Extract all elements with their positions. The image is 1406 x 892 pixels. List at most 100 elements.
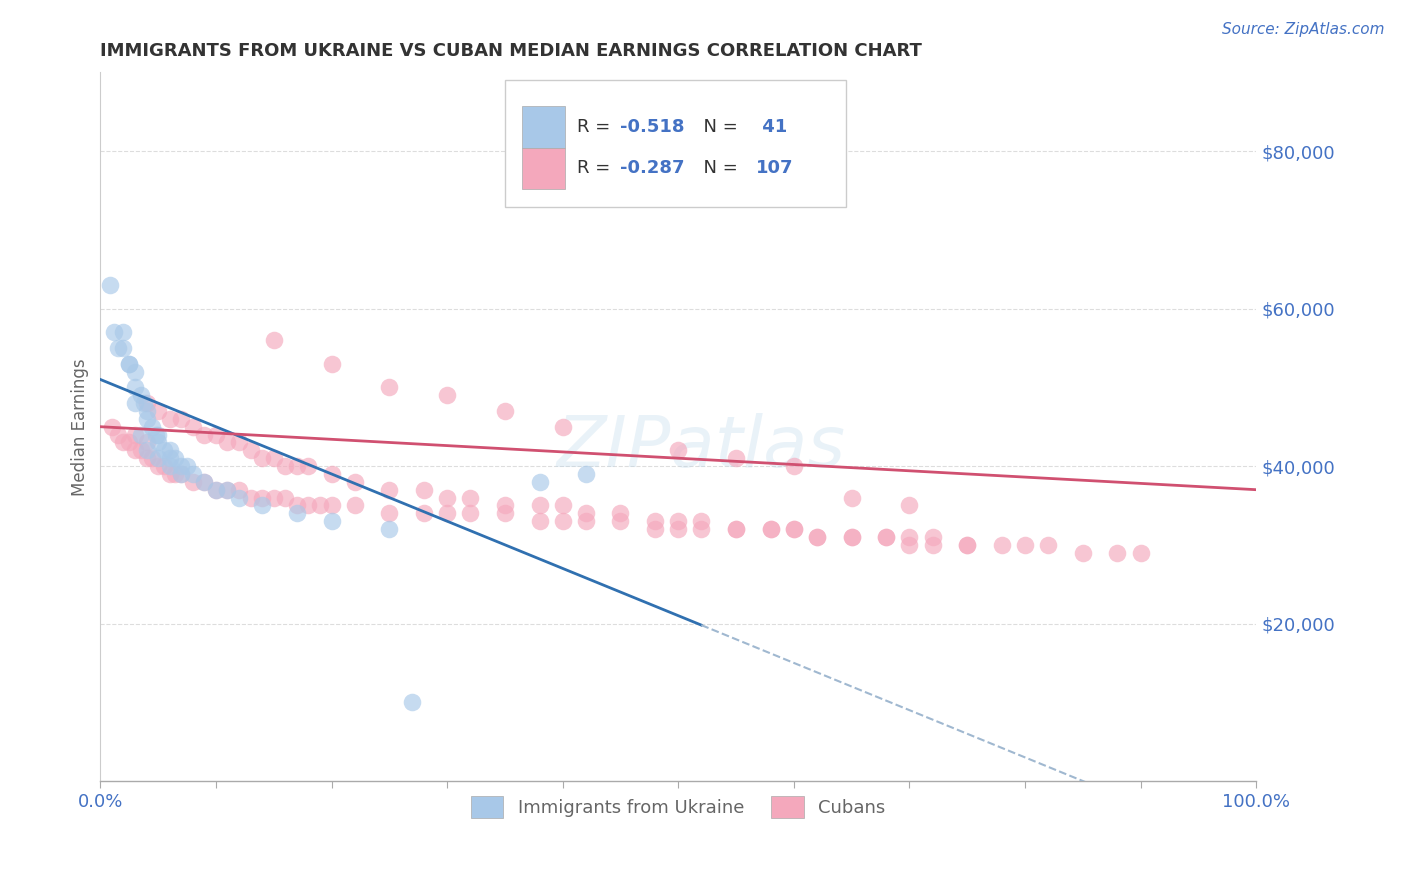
Text: 41: 41 [755, 119, 787, 136]
Point [239, 491, 262, 505]
Point [321, 467, 343, 481]
Point [551, 514, 574, 528]
Text: R =: R = [576, 160, 616, 178]
Point [841, 530, 863, 544]
Text: R =: R = [576, 119, 616, 136]
Point [112, 435, 135, 450]
Point [135, 396, 157, 410]
Point [205, 483, 228, 497]
FancyBboxPatch shape [522, 106, 565, 148]
Point [529, 499, 551, 513]
Point [124, 380, 146, 394]
Point [181, 475, 204, 489]
Point [118, 357, 141, 371]
Point [378, 483, 401, 497]
Point [135, 451, 157, 466]
Text: N =: N = [692, 160, 744, 178]
Point [263, 491, 285, 505]
Point [724, 522, 747, 536]
Point [644, 522, 666, 536]
Point [321, 357, 343, 371]
Text: ZIPatlas: ZIPatlas [557, 414, 846, 483]
Point [129, 427, 152, 442]
Point [118, 435, 141, 450]
Legend: Immigrants from Ukraine, Cubans: Immigrants from Ukraine, Cubans [464, 789, 893, 825]
Point [159, 412, 181, 426]
Point [159, 459, 181, 474]
Point [609, 514, 631, 528]
Point [285, 506, 308, 520]
Point [1014, 538, 1036, 552]
Point [494, 499, 516, 513]
Point [644, 514, 666, 528]
Point [321, 514, 343, 528]
Point [165, 451, 187, 466]
Point [458, 506, 481, 520]
Point [759, 522, 782, 536]
Point [103, 325, 125, 339]
Point [112, 325, 135, 339]
Point [378, 380, 401, 394]
Point [176, 459, 198, 474]
Point [193, 475, 215, 489]
Point [956, 538, 979, 552]
Point [146, 459, 169, 474]
Point [274, 459, 297, 474]
Point [343, 499, 366, 513]
Point [101, 419, 124, 434]
Point [991, 538, 1014, 552]
Point [181, 467, 204, 481]
Point [297, 499, 319, 513]
Point [321, 499, 343, 513]
Point [153, 443, 176, 458]
Point [783, 522, 806, 536]
Point [309, 499, 332, 513]
Point [250, 451, 273, 466]
Point [170, 412, 193, 426]
Point [436, 491, 458, 505]
FancyBboxPatch shape [505, 79, 846, 207]
Text: 107: 107 [755, 160, 793, 178]
Point [759, 522, 782, 536]
Point [170, 467, 193, 481]
Point [285, 459, 308, 474]
Point [343, 475, 366, 489]
Point [724, 522, 747, 536]
Point [783, 459, 806, 474]
Point [107, 427, 129, 442]
Point [690, 522, 713, 536]
Point [193, 427, 215, 442]
Point [666, 514, 689, 528]
Point [165, 467, 187, 481]
Point [551, 419, 574, 434]
Point [124, 396, 146, 410]
Point [107, 341, 129, 355]
Point [921, 530, 943, 544]
Point [263, 333, 285, 347]
Point [436, 506, 458, 520]
Point [575, 506, 598, 520]
Point [529, 475, 551, 489]
Point [118, 357, 141, 371]
Point [494, 506, 516, 520]
Point [217, 483, 239, 497]
Point [124, 443, 146, 458]
Point [458, 491, 481, 505]
Point [575, 467, 598, 481]
Point [129, 443, 152, 458]
Point [413, 483, 436, 497]
Point [134, 396, 156, 410]
Point [217, 435, 239, 450]
Point [1129, 546, 1152, 560]
Point [228, 491, 250, 505]
Point [98, 278, 121, 293]
Point [783, 522, 806, 536]
Point [170, 467, 193, 481]
Point [378, 506, 401, 520]
Point [135, 435, 157, 450]
Point [436, 388, 458, 402]
Point [875, 530, 897, 544]
Point [112, 341, 135, 355]
Point [494, 404, 516, 418]
Text: IMMIGRANTS FROM UKRAINE VS CUBAN MEDIAN EARNINGS CORRELATION CHART: IMMIGRANTS FROM UKRAINE VS CUBAN MEDIAN … [100, 42, 922, 60]
